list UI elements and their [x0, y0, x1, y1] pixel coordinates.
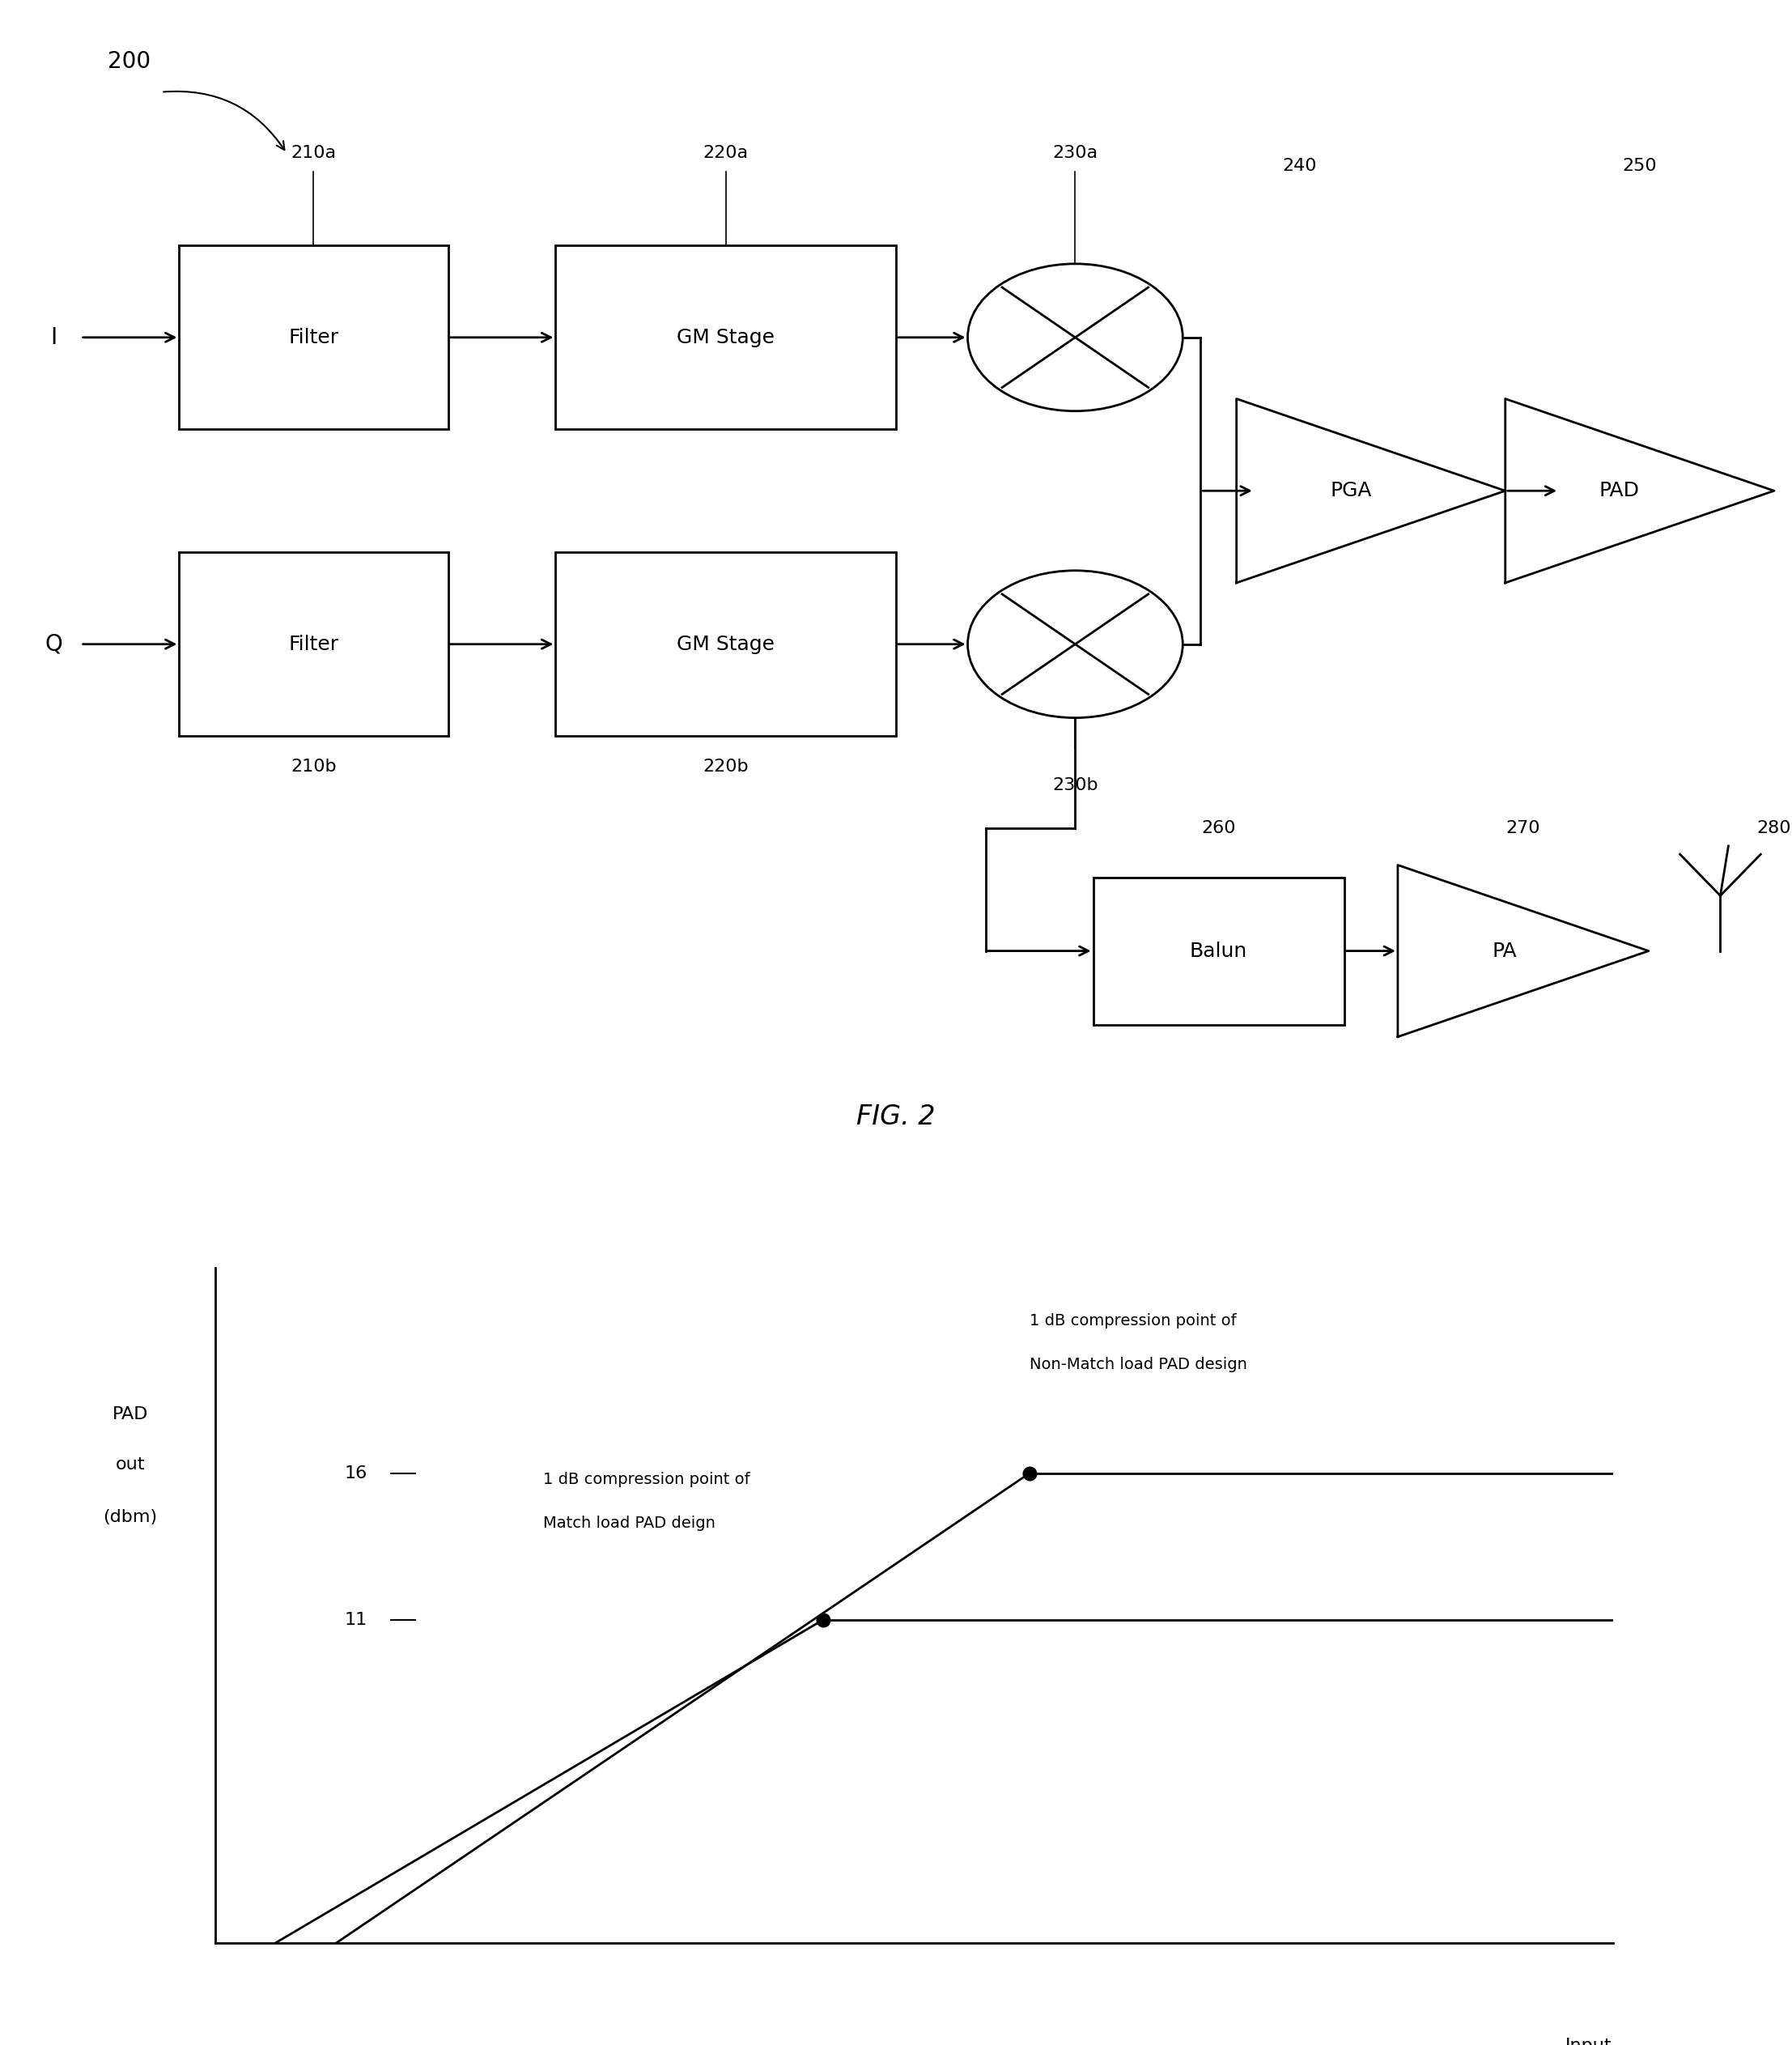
Text: 230b: 230b	[1052, 777, 1098, 793]
Text: 11: 11	[344, 1611, 367, 1628]
Text: Filter: Filter	[289, 327, 339, 348]
Text: (dbm): (dbm)	[102, 1509, 158, 1526]
Text: 220a: 220a	[702, 145, 749, 162]
Text: PAD: PAD	[1598, 481, 1640, 501]
Text: GM Stage: GM Stage	[677, 634, 774, 654]
Text: 1 dB compression point of: 1 dB compression point of	[543, 1472, 751, 1487]
Text: Match load PAD deign: Match load PAD deign	[543, 1515, 715, 1532]
Polygon shape	[1505, 399, 1774, 583]
Text: Balun: Balun	[1190, 941, 1247, 961]
Text: 210b: 210b	[290, 759, 337, 775]
Text: 16: 16	[344, 1464, 367, 1481]
Circle shape	[968, 571, 1183, 718]
Text: 260: 260	[1201, 820, 1236, 836]
Text: 200: 200	[108, 49, 151, 74]
Polygon shape	[1236, 399, 1505, 583]
Bar	[556, 552, 896, 736]
Bar	[179, 552, 448, 736]
Text: 1 dB compression point of: 1 dB compression point of	[1029, 1313, 1236, 1329]
Text: 210a: 210a	[290, 145, 337, 162]
Bar	[556, 245, 896, 429]
Text: FIG. 2: FIG. 2	[857, 1102, 935, 1131]
Text: Filter: Filter	[289, 634, 339, 654]
Text: out: out	[115, 1456, 145, 1472]
Text: 230a: 230a	[1052, 145, 1098, 162]
FancyArrowPatch shape	[163, 92, 285, 149]
Text: 250: 250	[1622, 157, 1658, 174]
Text: PA: PA	[1493, 941, 1516, 961]
Text: I: I	[50, 325, 57, 350]
Polygon shape	[1398, 865, 1649, 1037]
Text: PAD: PAD	[113, 1407, 149, 1423]
Text: GM Stage: GM Stage	[677, 327, 774, 348]
Bar	[1093, 877, 1344, 1025]
Text: 270: 270	[1505, 820, 1541, 836]
Text: 280: 280	[1756, 820, 1792, 836]
Text: PGA: PGA	[1330, 481, 1371, 501]
Text: 240: 240	[1281, 157, 1317, 174]
Bar	[179, 245, 448, 429]
Text: 220b: 220b	[702, 759, 749, 775]
Text: Input: Input	[1564, 2037, 1611, 2045]
Text: Non-Match load PAD design: Non-Match load PAD design	[1029, 1358, 1247, 1372]
Text: Q: Q	[45, 632, 63, 656]
Circle shape	[968, 264, 1183, 411]
